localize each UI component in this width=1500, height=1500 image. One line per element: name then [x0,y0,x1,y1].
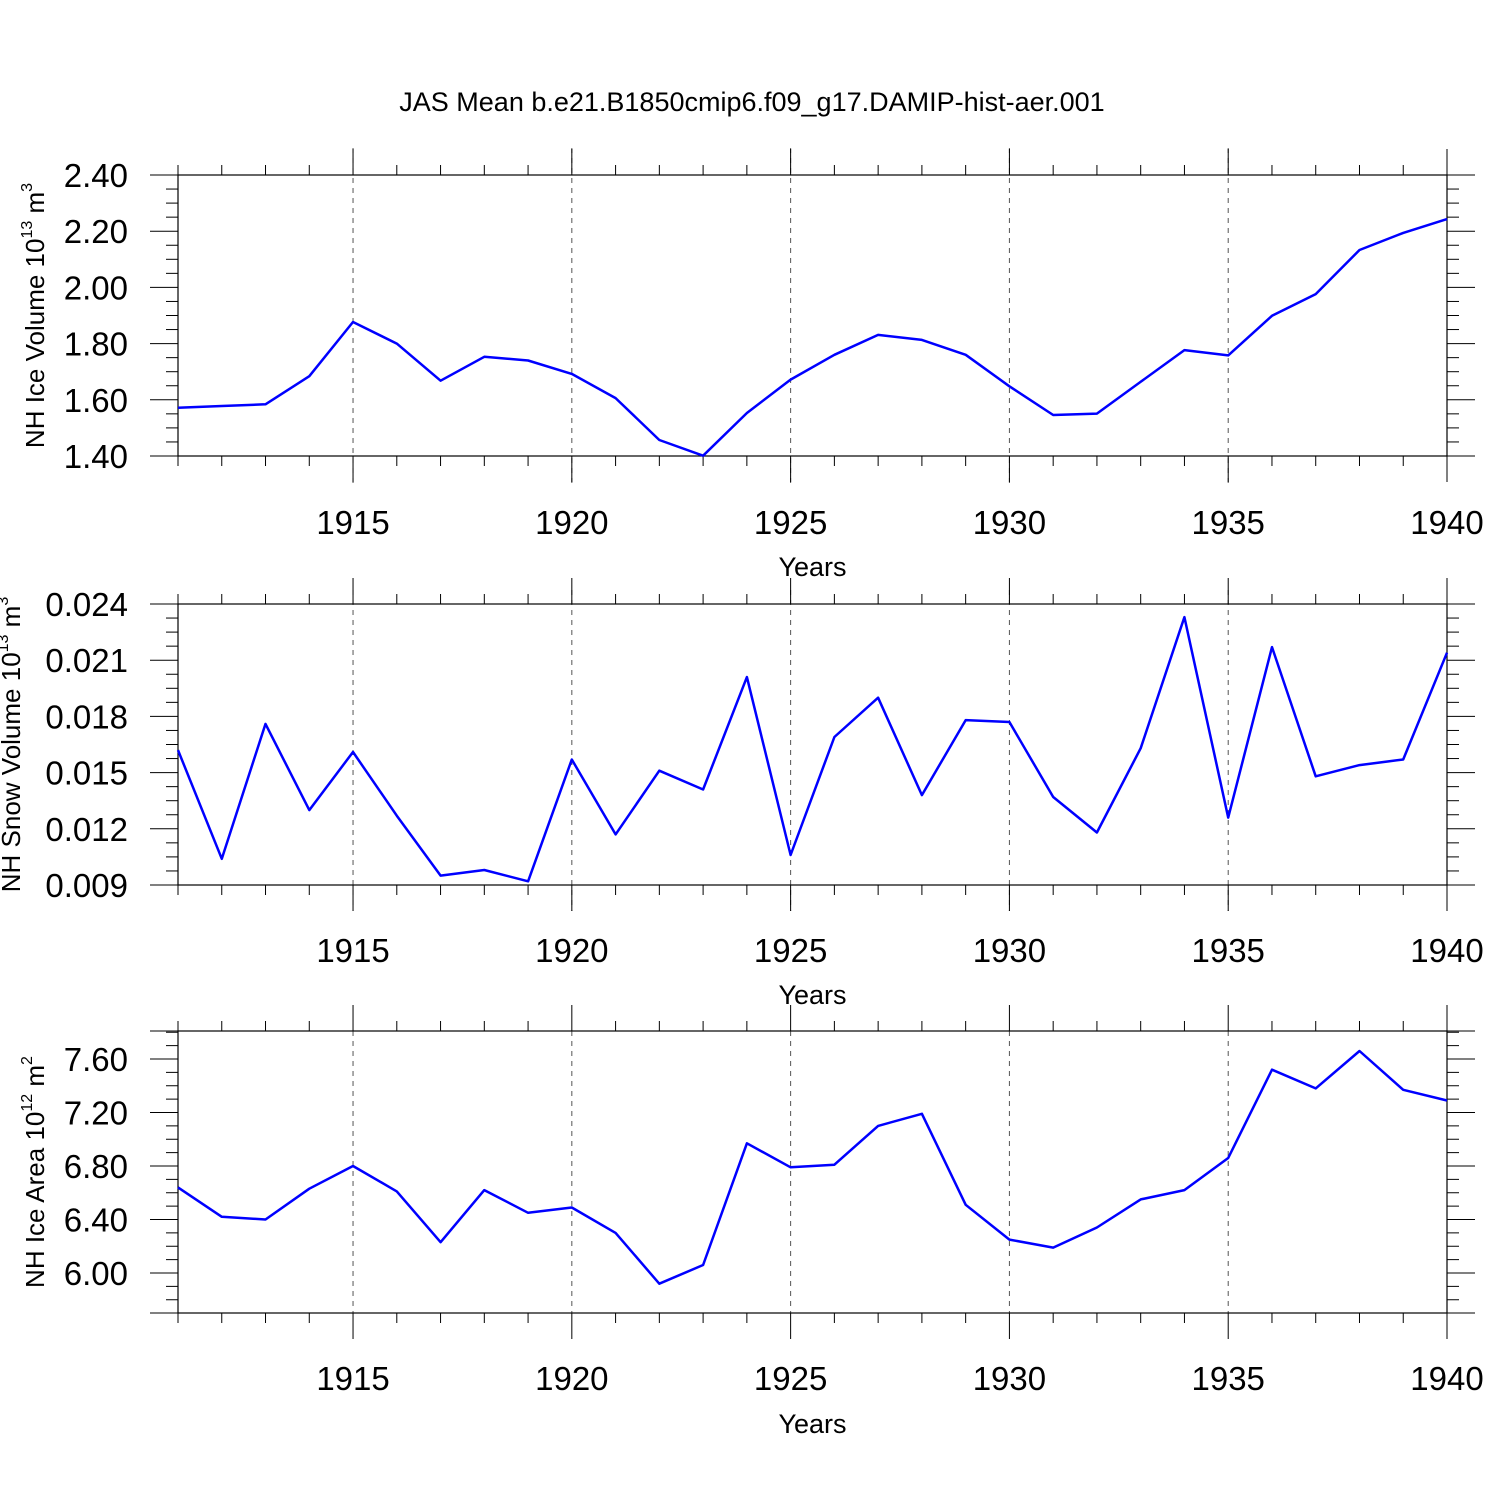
y-tick-label: 0.012 [45,811,128,848]
chart-panel-2: 1915 1920 1925 1930 1935 1940 0.009 0.012 0.015 0… [0,578,1484,1010]
x-tick-label: 1915 [316,504,389,541]
y-tick-label: 2.40 [64,157,128,194]
y-tick-label: 2.00 [64,269,128,306]
series-line-nh-snow-volume [176,615,1449,883]
y-axis-title: NH Snow Volume 1013 m3 [0,597,26,893]
y-tick-label: 7.20 [64,1095,128,1132]
x-axis-title: Years [778,980,846,1010]
main-title: JAS Mean b.e21.B1850cmip6.f09_g17.DAMIP-… [399,87,1104,117]
chart-panels: 1915 1920 1925 1930 1935 1940 1.40 1.60 1.80 2.00… [0,148,1484,1439]
y-tick-label: 0.009 [45,867,128,904]
x-tick-label: 1935 [1191,1360,1264,1397]
plot-frame [177,1030,1448,1314]
x-tick-label: 1940 [1410,504,1483,541]
x-tick-label: 1925 [754,932,827,969]
y-tick-label: 6.00 [64,1255,128,1292]
y-tick-label: 0.015 [45,755,128,792]
x-tick-label: 1930 [973,932,1046,969]
x-tick-label: 1920 [535,932,608,969]
y-axis-title: NH Ice Volume 1013 m3 [19,183,50,448]
x-tick-label: 1925 [754,504,827,541]
x-tick-label: 1935 [1191,504,1264,541]
chart-panel-1: 1915 1920 1925 1930 1935 1940 1.40 1.60 1.80 2.00… [19,148,1484,582]
x-tick-label: 1920 [535,1360,608,1397]
y-tick-label: 6.80 [64,1148,128,1185]
x-tick-label: 1925 [754,1360,827,1397]
series-line-nh-ice-area [177,1049,1448,1285]
series-line-nh-ice-volume [177,217,1448,457]
y-tick-label: 0.018 [45,698,128,735]
x-tick-label: 1930 [973,1360,1046,1397]
x-tick-label: 1930 [973,504,1046,541]
plot-frame [177,603,1448,886]
x-tick-label: 1920 [535,504,608,541]
x-axis-title: Years [778,1409,846,1439]
x-tick-label: 1935 [1191,932,1264,969]
y-tick-label: 1.60 [64,382,128,419]
y-tick-label: 7.60 [64,1041,128,1078]
chart-panel-3: 1915 1920 1925 1930 1935 1940 6.00 6.40 6.80 7.20… [19,1005,1484,1439]
y-axis-title: NH Ice Area 1012 m2 [19,1056,50,1288]
x-tick-label: 1915 [316,932,389,969]
y-tick-label: 0.024 [45,586,128,623]
y-tick-label: 0.021 [45,642,128,679]
y-tick-label: 1.80 [64,326,128,363]
y-tick-label: 2.20 [64,213,128,250]
x-tick-label: 1940 [1410,932,1483,969]
x-tick-label: 1915 [316,1360,389,1397]
y-tick-label: 6.40 [64,1202,128,1239]
plot-frame [177,174,1448,457]
x-tick-label: 1940 [1410,1360,1483,1397]
y-tick-label: 1.40 [64,438,128,475]
x-axis-title: Years [778,552,846,582]
